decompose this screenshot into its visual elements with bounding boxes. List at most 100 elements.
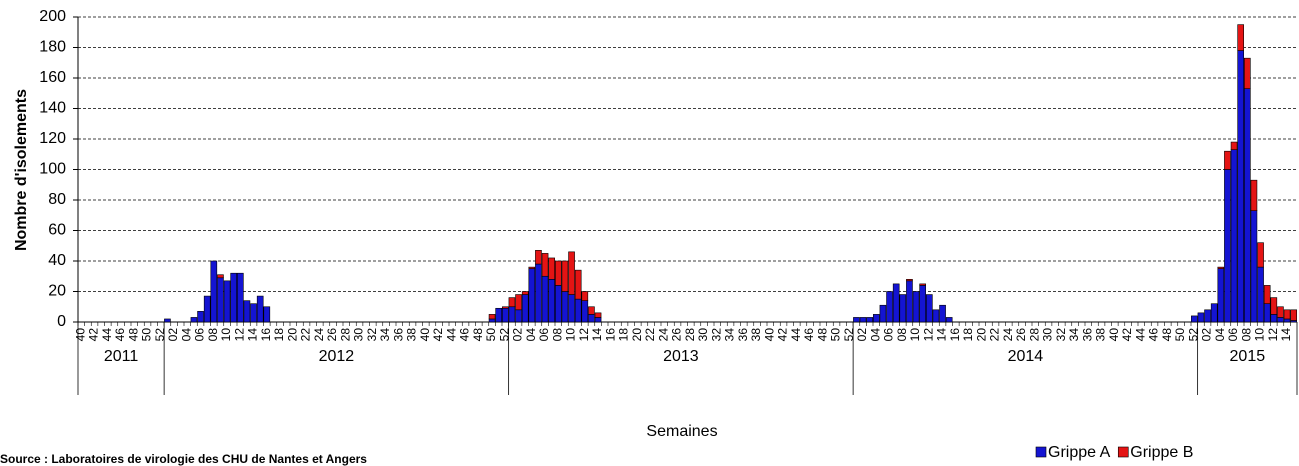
- bar-segment: [1283, 318, 1291, 323]
- bar-segment: [919, 285, 926, 323]
- x-tick-label: 14: [246, 328, 260, 342]
- bar-segment: [535, 263, 542, 323]
- bar-segment: [541, 253, 549, 277]
- year-label: 2013: [663, 348, 699, 365]
- bar-segment: [1270, 297, 1278, 315]
- x-tick-label: 32: [709, 328, 723, 342]
- x-tick-label: 18: [961, 328, 975, 342]
- x-tick-label: 46: [1147, 328, 1161, 342]
- x-tick-label: 34: [1067, 328, 1081, 342]
- bar-segment: [568, 251, 575, 295]
- year-label: 2011: [104, 348, 139, 365]
- bar-segment: [528, 268, 536, 323]
- bar-segment: [919, 283, 926, 286]
- bar-segment: [872, 314, 880, 323]
- x-tick-label: 46: [113, 328, 127, 342]
- bar-segment: [866, 317, 873, 323]
- bar-segment: [568, 294, 575, 323]
- x-tick-label: 36: [736, 328, 750, 342]
- bar-segment: [521, 291, 529, 295]
- y-axis-label: Nombre d'isolements: [13, 89, 30, 251]
- bar-segment: [223, 280, 231, 323]
- x-tick-label: 20: [630, 328, 644, 342]
- x-tick-label: 40: [1107, 328, 1121, 342]
- x-tick-label: 04: [524, 328, 538, 342]
- x-tick-label: 28: [338, 328, 352, 342]
- bar-segment: [508, 306, 516, 323]
- x-tick-label: 28: [1027, 328, 1041, 342]
- bar-segment: [932, 309, 940, 323]
- bar-segment: [1290, 309, 1298, 321]
- x-tick-label: 20: [285, 328, 299, 342]
- bar-segment: [1217, 268, 1225, 323]
- x-tick-label: 04: [179, 328, 193, 342]
- x-tick-label: 18: [617, 328, 631, 342]
- bar-segment: [535, 250, 542, 265]
- x-tick-label: 08: [206, 328, 220, 342]
- y-tick-label: 80: [48, 191, 66, 208]
- x-tick-label: 10: [908, 328, 922, 342]
- bar-segment: [1263, 303, 1271, 323]
- x-tick-label: 14: [1279, 328, 1293, 342]
- x-tick-label: 04: [868, 328, 882, 342]
- bar-segment: [1244, 88, 1251, 323]
- x-tick-label: 38: [405, 328, 419, 342]
- bar-segment: [1197, 312, 1205, 323]
- x-tick-label: 42: [776, 328, 790, 342]
- bar-segment: [588, 314, 595, 323]
- x-tick-label: 34: [378, 328, 392, 342]
- x-tick-label: 30: [352, 328, 366, 342]
- bar-segment: [912, 291, 920, 323]
- x-tick-label: 50: [140, 328, 154, 342]
- y-tick-label: 120: [39, 130, 66, 147]
- bar-segment: [1230, 141, 1238, 150]
- x-tick-label: 50: [1173, 328, 1187, 342]
- bar-segment: [501, 306, 509, 309]
- x-tick-label: 44: [444, 328, 458, 342]
- bar-segment: [243, 300, 251, 323]
- bar-segment: [853, 317, 860, 323]
- x-tick-label: 44: [1133, 328, 1147, 342]
- x-tick-label: 34: [723, 328, 737, 342]
- x-tick-label: 02: [166, 328, 180, 342]
- x-tick-label: 18: [272, 328, 286, 342]
- x-axis-label: Semaines: [646, 423, 717, 440]
- bar-segment: [939, 304, 946, 323]
- bar-segment: [1283, 309, 1291, 320]
- bar-segment: [574, 298, 582, 323]
- x-tick-label: 16: [948, 328, 962, 342]
- x-tick-label: 42: [431, 328, 445, 342]
- y-tick-label: 140: [39, 100, 66, 117]
- bar-segment: [886, 291, 893, 323]
- year-label: 2014: [1008, 348, 1044, 365]
- bar-segment: [515, 294, 522, 311]
- bar-segment: [1191, 315, 1198, 323]
- bar-segment: [548, 278, 555, 323]
- year-label: 2015: [1230, 348, 1266, 365]
- x-tick-label: 32: [1054, 328, 1068, 342]
- y-tick-label: 180: [39, 39, 66, 56]
- bar-segment: [1237, 24, 1245, 51]
- x-tick-label: 50: [484, 328, 498, 342]
- legend-label: Grippe B: [1130, 444, 1193, 461]
- legend-swatch: [1117, 446, 1129, 458]
- x-tick-label: 24: [1001, 328, 1015, 342]
- bar-segment: [1224, 150, 1231, 170]
- bar-segment: [263, 306, 271, 323]
- legend-swatch: [1035, 446, 1047, 458]
- x-tick-label: 12: [921, 328, 935, 342]
- bar-segment: [528, 266, 536, 269]
- bar-segment: [217, 274, 224, 279]
- x-tick-label: 52: [842, 328, 856, 342]
- x-tick-label: 02: [855, 328, 869, 342]
- x-tick-label: 16: [603, 328, 617, 342]
- x-tick-label: 32: [365, 328, 379, 342]
- x-tick-label: 10: [219, 328, 233, 342]
- bar-segment: [237, 272, 244, 323]
- bar-segment: [925, 294, 933, 323]
- bar-segment: [1270, 314, 1278, 323]
- x-tick-label: 08: [550, 328, 564, 342]
- bar-segment: [217, 277, 224, 323]
- bar-segment: [1224, 169, 1231, 323]
- bar-segment: [554, 285, 562, 323]
